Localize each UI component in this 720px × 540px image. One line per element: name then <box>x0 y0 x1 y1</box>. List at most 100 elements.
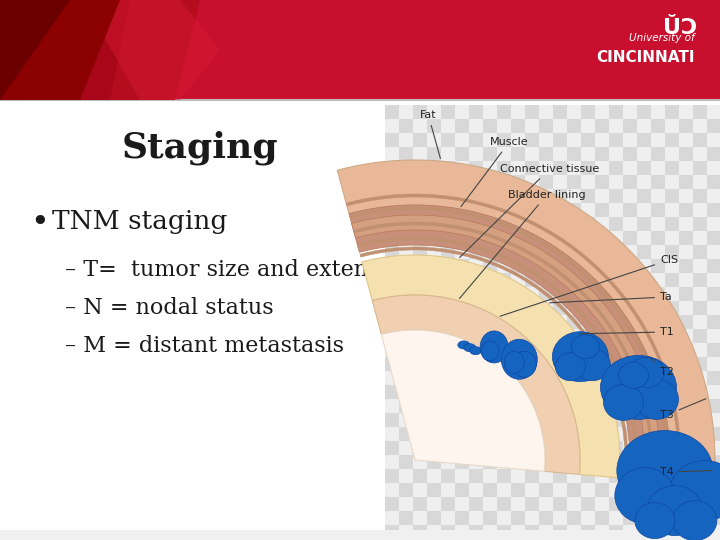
Bar <box>651 105 665 119</box>
Bar <box>609 203 623 217</box>
Bar <box>679 203 693 217</box>
Bar <box>511 287 525 301</box>
Bar <box>399 217 413 231</box>
Bar <box>609 357 623 371</box>
Bar <box>623 119 637 133</box>
Bar <box>483 203 497 217</box>
Bar <box>567 357 581 371</box>
Ellipse shape <box>617 430 713 511</box>
Bar <box>609 217 623 231</box>
Bar <box>637 539 651 540</box>
Bar <box>469 413 483 427</box>
Bar <box>539 371 553 385</box>
Bar <box>483 119 497 133</box>
Bar <box>413 357 427 371</box>
Bar <box>553 525 567 539</box>
Bar <box>441 119 455 133</box>
Ellipse shape <box>618 362 649 388</box>
Bar <box>455 427 469 441</box>
Bar <box>637 301 651 315</box>
Bar <box>399 315 413 329</box>
Bar <box>483 343 497 357</box>
Bar <box>399 469 413 483</box>
Bar <box>525 287 539 301</box>
Bar <box>455 315 469 329</box>
Bar <box>567 455 581 469</box>
Bar <box>441 203 455 217</box>
Bar <box>399 273 413 287</box>
Bar <box>441 413 455 427</box>
Bar <box>553 287 567 301</box>
Bar <box>707 455 720 469</box>
Bar <box>595 259 609 273</box>
Bar <box>707 273 720 287</box>
Bar <box>497 133 511 147</box>
Bar <box>707 357 720 371</box>
Bar <box>567 301 581 315</box>
Bar <box>539 315 553 329</box>
Bar <box>679 511 693 525</box>
Bar <box>469 259 483 273</box>
Bar <box>567 245 581 259</box>
Bar <box>483 413 497 427</box>
Bar <box>567 483 581 497</box>
Bar <box>553 497 567 511</box>
Bar <box>539 469 553 483</box>
Bar <box>581 539 595 540</box>
Bar <box>483 469 497 483</box>
Bar <box>427 539 441 540</box>
Bar <box>455 413 469 427</box>
Bar <box>609 315 623 329</box>
Bar <box>553 483 567 497</box>
Bar <box>595 133 609 147</box>
Bar <box>483 357 497 371</box>
Bar <box>511 483 525 497</box>
Bar <box>427 455 441 469</box>
Bar <box>511 343 525 357</box>
Bar <box>553 245 567 259</box>
Text: Ta: Ta <box>549 292 672 303</box>
Bar <box>525 147 539 161</box>
Bar <box>693 483 707 497</box>
Bar <box>441 469 455 483</box>
Bar <box>525 399 539 413</box>
Bar <box>637 329 651 343</box>
Bar <box>497 343 511 357</box>
Bar <box>651 371 665 385</box>
Bar <box>469 287 483 301</box>
Bar <box>595 511 609 525</box>
Bar <box>665 301 679 315</box>
Bar <box>385 483 399 497</box>
Bar <box>483 273 497 287</box>
Bar <box>553 427 567 441</box>
Bar <box>679 175 693 189</box>
Bar <box>707 315 720 329</box>
Bar <box>679 259 693 273</box>
Bar <box>553 259 567 273</box>
Bar <box>595 469 609 483</box>
Bar <box>413 525 427 539</box>
Bar <box>707 343 720 357</box>
Bar <box>567 413 581 427</box>
Bar <box>427 441 441 455</box>
Bar <box>483 259 497 273</box>
Bar <box>609 469 623 483</box>
Bar <box>539 329 553 343</box>
Bar <box>651 161 665 175</box>
Text: University of: University of <box>629 33 695 43</box>
Bar <box>399 483 413 497</box>
Bar <box>539 413 553 427</box>
Bar <box>539 217 553 231</box>
Bar <box>385 371 399 385</box>
PathPatch shape <box>338 160 715 486</box>
Bar <box>553 105 567 119</box>
Bar <box>553 161 567 175</box>
Bar <box>399 161 413 175</box>
Bar <box>413 315 427 329</box>
Bar <box>511 231 525 245</box>
Bar <box>567 539 581 540</box>
Bar <box>553 119 567 133</box>
Polygon shape <box>100 0 220 100</box>
Bar <box>665 511 679 525</box>
Bar <box>497 315 511 329</box>
